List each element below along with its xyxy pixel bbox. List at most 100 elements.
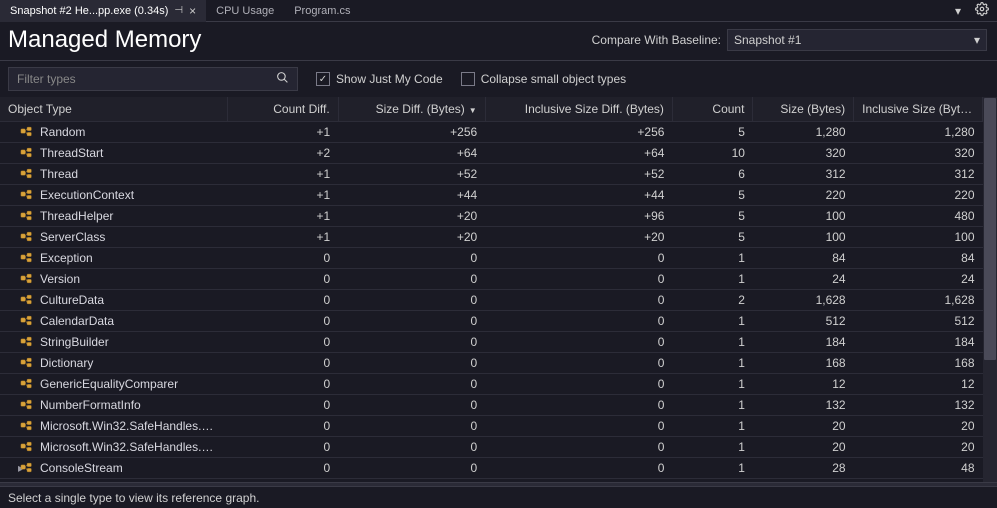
numeric-cell: 0 [228, 289, 339, 310]
chevron-down-icon: ▾ [974, 33, 980, 47]
compare-baseline: Compare With Baseline: Snapshot #1 ▾ [592, 29, 987, 51]
numeric-cell: 24 [854, 268, 983, 289]
collapse-small-checkbox[interactable]: Collapse small object types [461, 72, 626, 86]
numeric-cell: 5 [672, 226, 753, 247]
table-row[interactable]: ThreadHelper+1+20+965100480 [0, 205, 983, 226]
numeric-cell: +256 [338, 121, 485, 142]
column-header[interactable]: Inclusive Size (Bytes) [854, 97, 983, 121]
object-type-cell: ExecutionContext [0, 184, 228, 205]
table-row[interactable]: StringBuilder0001184184 [0, 331, 983, 352]
numeric-cell: 5 [672, 121, 753, 142]
document-tab[interactable]: Program.cs [284, 0, 360, 22]
numeric-cell: 100 [854, 226, 983, 247]
numeric-cell: +1 [228, 226, 339, 247]
tab-label: CPU Usage [216, 5, 274, 17]
filter-search[interactable] [8, 67, 298, 91]
type-name: CultureData [40, 293, 104, 307]
filter-input[interactable] [17, 72, 276, 86]
object-type-cell: Dictionary [0, 352, 228, 373]
numeric-cell: 1 [672, 394, 753, 415]
table-row[interactable]: Microsoft.Win32.SafeHandles.SafeFileHand… [0, 436, 983, 457]
table-row[interactable]: CultureData00021,6281,628 [0, 289, 983, 310]
numeric-cell: 5 [672, 184, 753, 205]
type-name: Microsoft.Win32.SafeHandles.SafeViewOfFi… [40, 419, 228, 433]
numeric-cell: 0 [228, 352, 339, 373]
settings-gear-icon[interactable] [967, 2, 997, 19]
object-type-cell: CalendarData [0, 310, 228, 331]
type-name: ExecutionContext [40, 188, 134, 202]
status-text: Select a single type to view its referen… [8, 491, 259, 505]
numeric-cell: 0 [338, 331, 485, 352]
type-name: StringBuilder [40, 335, 109, 349]
document-tab[interactable]: Snapshot #2 He...pp.exe (0.34s)⊣× [0, 0, 206, 22]
class-icon [20, 294, 34, 305]
search-icon[interactable] [276, 71, 289, 87]
numeric-cell: +1 [228, 121, 339, 142]
table-row[interactable]: ThreadStart+2+64+6410320320 [0, 142, 983, 163]
grid-header-row: Object TypeCount Diff.Size Diff. (Bytes)… [0, 97, 983, 121]
document-tab[interactable]: CPU Usage [206, 0, 284, 22]
baseline-select[interactable]: Snapshot #1 ▾ [727, 29, 987, 51]
object-type-cell: NumberFormatInfo [0, 394, 228, 415]
numeric-cell: 20 [753, 415, 854, 436]
table-row[interactable]: ExecutionContext+1+44+445220220 [0, 184, 983, 205]
numeric-cell: 0 [485, 394, 672, 415]
table-row[interactable]: Dictionary0001168168 [0, 352, 983, 373]
pin-icon[interactable]: ⊣ [174, 5, 183, 16]
numeric-cell: 0 [485, 415, 672, 436]
table-row[interactable]: Thread+1+52+526312312 [0, 163, 983, 184]
column-header[interactable]: Size Diff. (Bytes)▼ [338, 97, 485, 121]
expand-icon[interactable]: ▸ [8, 461, 18, 475]
table-row[interactable]: Version00012424 [0, 268, 983, 289]
toolbar: ✓ Show Just My Code Collapse small objec… [0, 61, 997, 97]
object-type-cell: Thread [0, 163, 228, 184]
numeric-cell: 320 [753, 142, 854, 163]
table-row[interactable]: Microsoft.Win32.SafeHandles.SafeViewOfFi… [0, 415, 983, 436]
numeric-cell: 312 [753, 163, 854, 184]
table-row[interactable]: ▸ConsoleStream00012848 [0, 457, 983, 478]
numeric-cell: +20 [485, 226, 672, 247]
table-row[interactable]: GenericEqualityComparer00011212 [0, 373, 983, 394]
numeric-cell: 0 [228, 268, 339, 289]
type-name: Random [40, 125, 85, 139]
column-header[interactable]: Count Diff. [228, 97, 339, 121]
table-row[interactable]: CalendarData0001512512 [0, 310, 983, 331]
object-type-cell: ThreadStart [0, 142, 228, 163]
numeric-cell: 0 [228, 415, 339, 436]
numeric-cell: 0 [338, 352, 485, 373]
numeric-cell: 0 [228, 331, 339, 352]
column-header[interactable]: Count [672, 97, 753, 121]
numeric-cell: 1,628 [854, 289, 983, 310]
numeric-cell: 20 [854, 436, 983, 457]
table-row[interactable]: Random+1+256+25651,2801,280 [0, 121, 983, 142]
status-bar: Select a single type to view its referen… [0, 486, 997, 508]
type-name: ThreadStart [40, 146, 103, 160]
table-row[interactable]: ServerClass+1+20+205100100 [0, 226, 983, 247]
close-icon[interactable]: × [189, 4, 196, 18]
type-grid[interactable]: Object TypeCount Diff.Size Diff. (Bytes)… [0, 97, 983, 482]
numeric-cell: 512 [753, 310, 854, 331]
vertical-scrollbar[interactable] [983, 97, 997, 482]
numeric-cell: 1 [672, 310, 753, 331]
table-row[interactable]: Exception00018484 [0, 247, 983, 268]
numeric-cell: +1 [228, 205, 339, 226]
type-name: Dictionary [40, 356, 93, 370]
numeric-cell: 512 [854, 310, 983, 331]
object-type-cell: Microsoft.Win32.SafeHandles.SafeViewOfFi… [0, 415, 228, 436]
numeric-cell: 20 [753, 436, 854, 457]
scrollbar-thumb[interactable] [984, 98, 996, 360]
sort-desc-icon: ▼ [465, 106, 477, 115]
object-type-cell: ▸ConsoleStream [0, 457, 228, 478]
numeric-cell: +20 [338, 226, 485, 247]
numeric-cell: 0 [338, 247, 485, 268]
show-my-code-checkbox[interactable]: ✓ Show Just My Code [316, 72, 443, 86]
page-title: Managed Memory [8, 26, 201, 54]
numeric-cell: 312 [854, 163, 983, 184]
column-header[interactable]: Size (Bytes) [753, 97, 854, 121]
numeric-cell: +96 [485, 205, 672, 226]
column-header[interactable]: Object Type [0, 97, 228, 121]
column-header[interactable]: Inclusive Size Diff. (Bytes) [485, 97, 672, 121]
class-icon [20, 273, 34, 284]
table-row[interactable]: NumberFormatInfo0001132132 [0, 394, 983, 415]
tab-list-dropdown[interactable]: ▾ [949, 4, 967, 18]
